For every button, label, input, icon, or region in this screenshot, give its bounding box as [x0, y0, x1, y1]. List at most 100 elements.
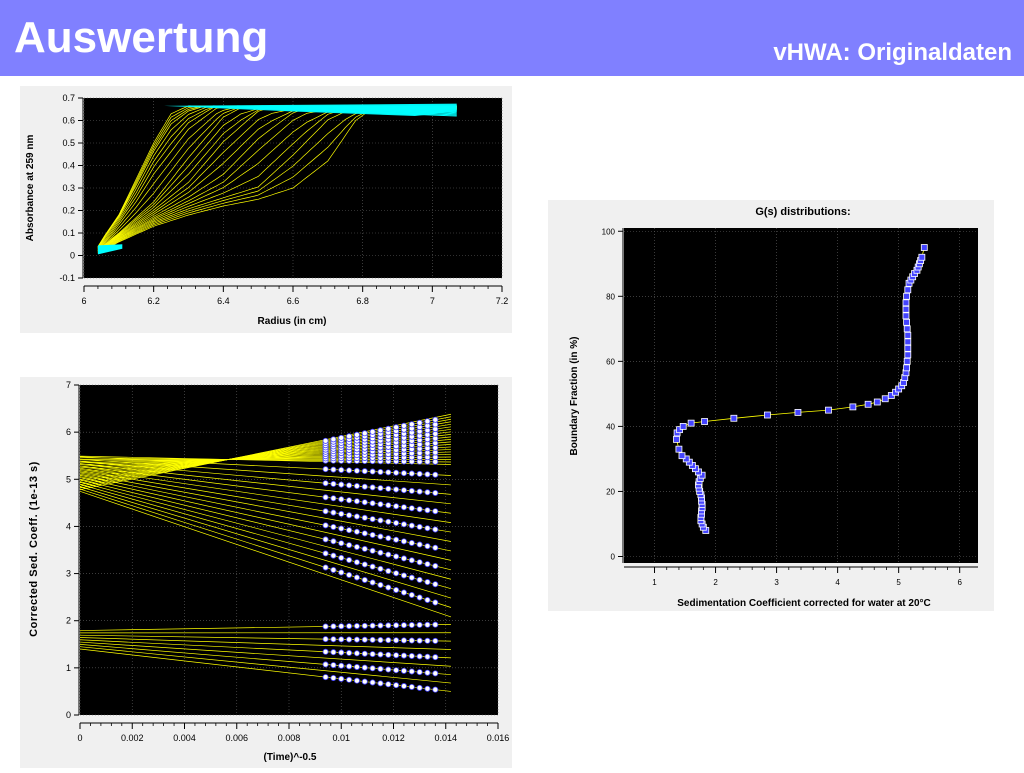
distribution-point: [882, 396, 888, 402]
y-axis-label: Boundary Fraction (in %): [569, 337, 580, 456]
scan-point: [401, 505, 406, 510]
scan-point: [339, 482, 344, 487]
scan-point: [323, 523, 328, 528]
scan-point: [346, 637, 351, 642]
distribution-point: [905, 287, 911, 293]
scan-point: [362, 546, 367, 551]
x-tick-label: 0: [77, 733, 82, 743]
scan-point: [409, 684, 414, 689]
scan-point: [354, 637, 359, 642]
page-subtitle: vHWA: Originaldaten: [773, 38, 1012, 68]
scan-point: [401, 556, 406, 561]
scan-point: [401, 539, 406, 544]
scan-point: [370, 637, 375, 642]
scan-point: [354, 514, 359, 519]
scan-point: [346, 483, 351, 488]
scan-point: [339, 541, 344, 546]
distribution-point: [795, 409, 801, 415]
scan-point: [394, 653, 399, 658]
distribution-point: [874, 399, 880, 405]
x-tick-label: 3: [774, 578, 779, 587]
scan-point: [362, 679, 367, 684]
y-tick-label: 0: [66, 710, 71, 720]
y-tick-label: 5: [66, 474, 71, 484]
scan-point: [425, 686, 430, 691]
x-tick-label: 6: [957, 578, 962, 587]
y-axis-label: Corrected Sed. Coeff. (1e-13 s): [28, 461, 40, 637]
scan-point: [401, 522, 406, 527]
scan-point: [331, 675, 336, 680]
scan-point: [425, 508, 430, 513]
scan-point: [339, 511, 344, 516]
x-tick-label: 6: [81, 296, 86, 306]
scan-point: [378, 623, 383, 628]
distribution-point: [688, 420, 694, 426]
scan-point: [409, 506, 414, 511]
scan-point: [417, 471, 422, 476]
scan-point: [378, 652, 383, 657]
scan-point: [331, 510, 336, 515]
chart-title: G(s) distributions:: [755, 206, 850, 218]
scan-point: [354, 575, 359, 580]
x-tick-label: 6.6: [287, 296, 300, 306]
scan-point: [409, 488, 414, 493]
y-tick-label: 0.1: [62, 228, 75, 238]
x-tick-label: 0.008: [278, 733, 301, 743]
scan-point: [433, 582, 438, 587]
scan-point: [401, 638, 406, 643]
scan-point: [425, 597, 430, 602]
y-tick-label: 100: [602, 227, 616, 236]
distribution-point: [904, 326, 910, 332]
scan-point: [362, 531, 367, 536]
scan-point: [417, 542, 422, 547]
scan-point: [370, 516, 375, 521]
scan-point: [409, 575, 414, 580]
scan-point: [394, 683, 399, 688]
scan-point: [370, 680, 375, 685]
y-tick-label: 0: [70, 251, 75, 261]
x-tick-label: 0.004: [173, 733, 196, 743]
header-bar: Auswertung vHWA: Originaldaten: [0, 0, 1024, 76]
scan-point: [362, 469, 367, 474]
scan-point: [346, 572, 351, 577]
scan-point: [433, 490, 438, 495]
scan-point: [354, 499, 359, 504]
scan-point: [409, 540, 414, 545]
scan-point: [386, 585, 391, 590]
x-tick-label: 2: [713, 578, 718, 587]
distribution-point: [905, 345, 911, 351]
scan-point: [370, 501, 375, 506]
y-tick-label: 1: [66, 663, 71, 673]
scan-point: [401, 423, 406, 428]
distribution-point: [731, 415, 737, 421]
scan-point: [362, 665, 367, 670]
scan-point: [417, 507, 422, 512]
y-axis-label: Absorbance at 259 nm: [25, 135, 36, 242]
scan-point: [323, 649, 328, 654]
scan-point: [386, 667, 391, 672]
scan-point: [346, 528, 351, 533]
y-tick-label: 3: [66, 569, 71, 579]
scan-point: [401, 573, 406, 578]
scan-point: [323, 438, 328, 443]
distribution-point: [904, 365, 910, 371]
distribution-point: [904, 293, 910, 299]
y-tick-label: 0.6: [62, 116, 75, 126]
scan-point: [346, 677, 351, 682]
scan-point: [433, 509, 438, 514]
scan-point: [378, 566, 383, 571]
scan-point: [362, 431, 367, 436]
scan-point: [433, 655, 438, 660]
distribution-point: [905, 352, 911, 358]
distribution-point: [825, 407, 831, 413]
scan-point: [433, 671, 438, 676]
x-tick-label: 0.012: [382, 733, 405, 743]
scan-point: [339, 624, 344, 629]
y-tick-label: 6: [66, 427, 71, 437]
scan-point: [362, 651, 367, 656]
x-axis-label: (Time)^-0.5: [264, 752, 317, 763]
scan-point: [394, 623, 399, 628]
